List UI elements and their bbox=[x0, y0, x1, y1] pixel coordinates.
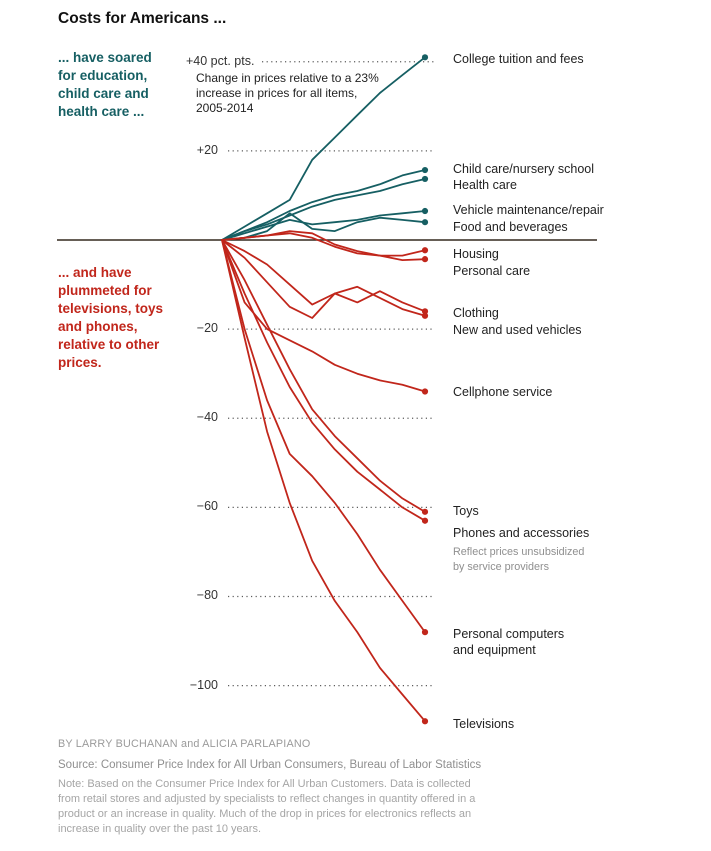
series-label-toys: Toys bbox=[453, 504, 479, 518]
y-tick--80: −80 bbox=[196, 588, 218, 603]
series-endpoint-new-used-vehicles bbox=[421, 312, 429, 319]
series-line-food-beverages bbox=[221, 212, 426, 241]
y-tick--60: −60 bbox=[196, 499, 218, 514]
series-line-cellphone-service bbox=[221, 239, 426, 393]
annotation-increases: ... have soared for education, child car… bbox=[58, 50, 152, 119]
series-label-food-beverages: Food and beverages bbox=[453, 220, 568, 234]
page-title: Costs for Americans ... bbox=[58, 10, 227, 27]
series-line-phones-accessories bbox=[221, 239, 426, 522]
series-label-child-care: Child care/nursery school bbox=[453, 162, 595, 176]
series-label-personal-care: Personal care bbox=[453, 264, 531, 278]
series-label-televisions: Televisions bbox=[453, 717, 515, 731]
byline: BY LARRY BUCHANAN and ALICIA PARLAPIANO bbox=[58, 738, 311, 750]
chart-subtitle: Change in prices relative to a 23% incre… bbox=[196, 71, 379, 115]
y-tick--20: −20 bbox=[196, 321, 218, 336]
y-tick-40: +40 pct. pts. bbox=[186, 53, 255, 68]
series-label-cellphone-service: Cellphone service bbox=[453, 385, 553, 399]
series-endpoint-college-tuition bbox=[421, 54, 429, 61]
series-label-vehicle-maintenance: Vehicle maintenance/repair bbox=[453, 203, 604, 217]
series-line-televisions bbox=[221, 239, 426, 723]
annotation-decreases: ... and have plummeted for televisions, … bbox=[58, 265, 164, 370]
series-line-vehicle-maintenance bbox=[221, 210, 426, 241]
series-line-college-tuition bbox=[221, 56, 426, 241]
series-label-health-care: Health care bbox=[453, 178, 517, 192]
series-footnote-phones-accessories: Reflect prices unsubsidized by service p… bbox=[453, 546, 585, 573]
series-label-housing: Housing bbox=[453, 247, 499, 261]
series-endpoint-child-care bbox=[421, 166, 429, 174]
series-line-new-used-vehicles bbox=[221, 239, 426, 319]
series-endpoint-clothing bbox=[421, 308, 429, 315]
series-line-personal-care bbox=[221, 232, 426, 262]
series-label-personal-computers: Personal computers and equipment bbox=[453, 627, 565, 657]
series-endpoint-health-care bbox=[421, 175, 429, 183]
series-endpoint-housing bbox=[421, 247, 429, 254]
series-endpoint-cellphone-service bbox=[421, 388, 429, 395]
note-text: Note: Based on the Consumer Price Index … bbox=[58, 778, 476, 835]
series-endpoint-phones-accessories bbox=[421, 517, 429, 524]
series-line-health-care bbox=[221, 178, 426, 241]
series-endpoint-toys bbox=[421, 508, 429, 515]
series-label-phones-accessories: Phones and accessories Reflect prices uns… bbox=[453, 525, 613, 575]
y-tick-20: +20 bbox=[196, 142, 218, 157]
series-label-new-used-vehicles: New and used vehicles bbox=[453, 323, 582, 337]
series-label-college-tuition: College tuition and fees bbox=[453, 52, 584, 66]
series-line-personal-computers bbox=[221, 239, 426, 633]
y-tick--40: −40 bbox=[196, 410, 218, 425]
series-endpoint-food-beverages bbox=[421, 219, 429, 226]
series-label-clothing: Clothing bbox=[453, 306, 499, 320]
source-line: Source: Consumer Price Index for All Urb… bbox=[58, 759, 482, 771]
series-endpoint-personal-computers bbox=[421, 629, 429, 636]
series-endpoint-vehicle-maintenance bbox=[421, 207, 429, 215]
series-endpoint-personal-care bbox=[421, 256, 429, 263]
series-line-toys bbox=[221, 239, 426, 513]
series-endpoint-televisions bbox=[421, 718, 429, 725]
series-line-child-care bbox=[221, 169, 426, 241]
y-tick--100: −100 bbox=[189, 677, 218, 692]
series-line-clothing bbox=[221, 239, 426, 313]
